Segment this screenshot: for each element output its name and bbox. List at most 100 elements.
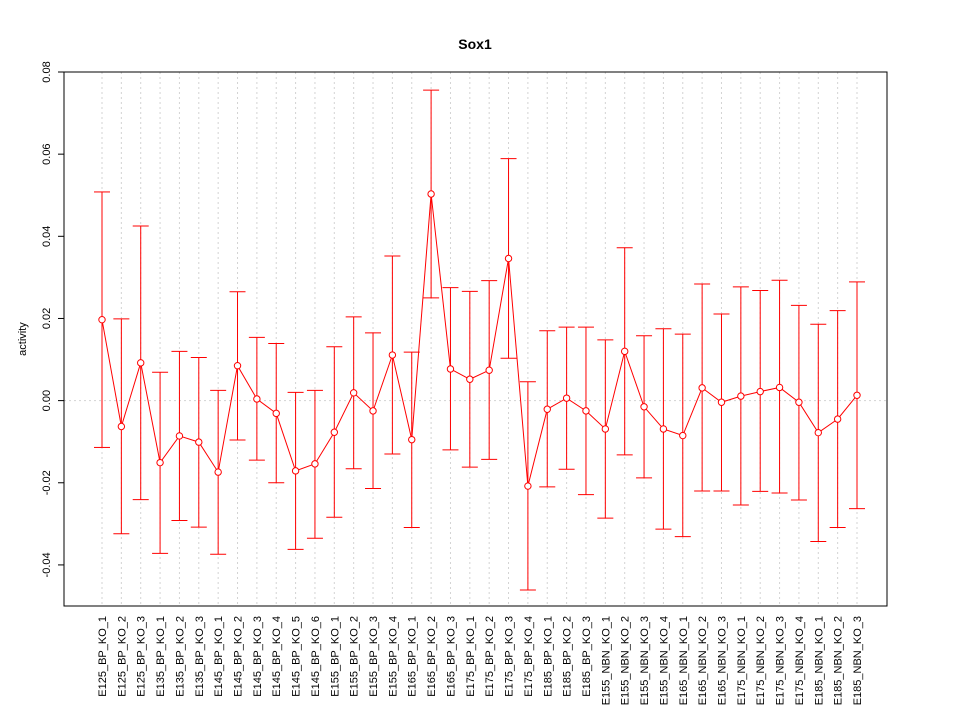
x-tick-label: E145_BP_KO_2: [233, 616, 245, 697]
x-tick-label: E125_BP_KO_3: [136, 616, 148, 697]
series-line: [101, 193, 858, 487]
data-point: [427, 190, 435, 198]
y-tick-label: 0.02: [41, 308, 53, 329]
data-point-group: [500, 158, 517, 359]
data-point-group: [248, 336, 265, 461]
data-point-group: [94, 191, 110, 448]
x-tick-label: E165_NBN_KO_1: [678, 616, 690, 705]
data-point-group: [674, 333, 691, 538]
data-point: [543, 405, 551, 413]
data-point: [272, 409, 280, 418]
data-point: [504, 254, 513, 263]
data-point: [756, 387, 764, 396]
data-point: [737, 392, 745, 400]
series-sox1: [94, 89, 865, 591]
x-tick-label: E145_BP_KO_5: [291, 616, 303, 697]
data-point: [311, 460, 319, 468]
data-point-group: [113, 318, 130, 535]
x-tick-label: E185_BP_KO_2: [562, 616, 574, 697]
x-tick-label: E155_BP_KO_1: [329, 616, 341, 697]
data-point-group: [829, 310, 846, 529]
x-tick-label: E175_NBN_KO_4: [794, 616, 806, 705]
data-point-group: [732, 286, 749, 506]
data-point-group: [616, 247, 633, 456]
x-tick-label: E175_BP_KO_1: [465, 616, 477, 697]
data-point-group: [268, 343, 285, 484]
data-point: [620, 347, 629, 356]
data-point: [679, 431, 687, 440]
data-point-group: [152, 371, 169, 554]
data-point-group: [790, 304, 807, 501]
data-point-group: [713, 313, 730, 492]
data-point: [717, 398, 726, 406]
data-point-group: [519, 381, 536, 591]
data-point: [659, 425, 668, 433]
x-tick-label: E135_BP_KO_3: [194, 616, 206, 697]
x-tick-label: E145_BP_KO_6: [310, 616, 322, 697]
data-point-group: [365, 332, 382, 490]
data-point-group: [597, 339, 614, 519]
x-tick-label: E125_BP_KO_1: [97, 616, 109, 697]
data-point: [466, 375, 474, 383]
data-point: [562, 394, 571, 402]
data-point-group: [423, 89, 440, 299]
x-tick-label: E175_BP_KO_3: [504, 616, 516, 697]
data-point-group: [326, 346, 343, 518]
data-point: [853, 391, 861, 399]
x-tick-label: E175_NBN_KO_3: [775, 616, 787, 705]
data-point-group: [577, 326, 594, 496]
x-tick-label: E185_NBN_KO_1: [813, 616, 825, 705]
grid: [64, 72, 887, 606]
x-tick-label: E165_BP_KO_2: [426, 616, 438, 697]
data-point-group: [287, 391, 304, 550]
data-point-group: [229, 291, 246, 441]
x-tick-label: E155_BP_KO_4: [387, 616, 399, 697]
data-point: [388, 351, 397, 359]
data-point-group: [636, 335, 653, 479]
data-point-group: [771, 279, 788, 494]
data-point-group: [345, 316, 362, 470]
data-point: [137, 359, 145, 367]
data-point: [98, 315, 106, 324]
data-point: [253, 395, 261, 403]
data-point: [291, 467, 300, 475]
y-tick-label: 0.08: [41, 61, 53, 82]
x-tick-label: E185_NBN_KO_3: [852, 616, 864, 705]
data-point-group: [694, 283, 711, 492]
data-point: [775, 383, 784, 392]
data-point-group: [655, 328, 672, 530]
data-point: [640, 403, 648, 411]
data-point-group: [171, 350, 188, 522]
y-axis-label: activity: [17, 322, 29, 356]
chart-title: Sox1: [458, 36, 492, 52]
data-point: [330, 428, 339, 436]
data-point-group: [558, 326, 575, 470]
x-axis-tick-labels: E125_BP_KO_1 E125_BP_KO_2 E125_BP_KO_3 E135…: [97, 616, 864, 705]
x-tick-label: E185_NBN_KO_2: [833, 616, 845, 705]
plot-frame: [63, 71, 888, 607]
x-tick-label: E125_BP_KO_2: [116, 616, 128, 697]
data-point: [524, 482, 532, 490]
data-point: [833, 415, 842, 423]
x-tick-label: E165_NBN_KO_3: [716, 616, 728, 705]
data-point: [369, 407, 377, 415]
x-tick-label: E185_BP_KO_1: [542, 616, 554, 697]
x-tick-label: E155_NBN_KO_2: [620, 616, 632, 705]
data-point: [485, 366, 493, 374]
data-point: [195, 438, 203, 446]
x-tick-label: E165_NBN_KO_2: [697, 616, 709, 705]
x-tick-label: E155_NBN_KO_4: [658, 616, 670, 705]
data-point: [408, 435, 416, 444]
data-point: [795, 398, 803, 406]
data-point: [601, 425, 610, 433]
data-point: [233, 362, 242, 370]
data-point-group: [132, 225, 149, 501]
data-point-group: [539, 330, 556, 488]
x-tick-label: E155_BP_KO_3: [368, 616, 380, 697]
x-tick-label: E135_BP_KO_2: [174, 616, 186, 697]
data-point-group: [403, 351, 420, 529]
x-tick-label: E175_NBN_KO_2: [755, 616, 767, 705]
data-point: [446, 365, 455, 373]
x-tick-label: E155_NBN_KO_1: [600, 616, 612, 705]
